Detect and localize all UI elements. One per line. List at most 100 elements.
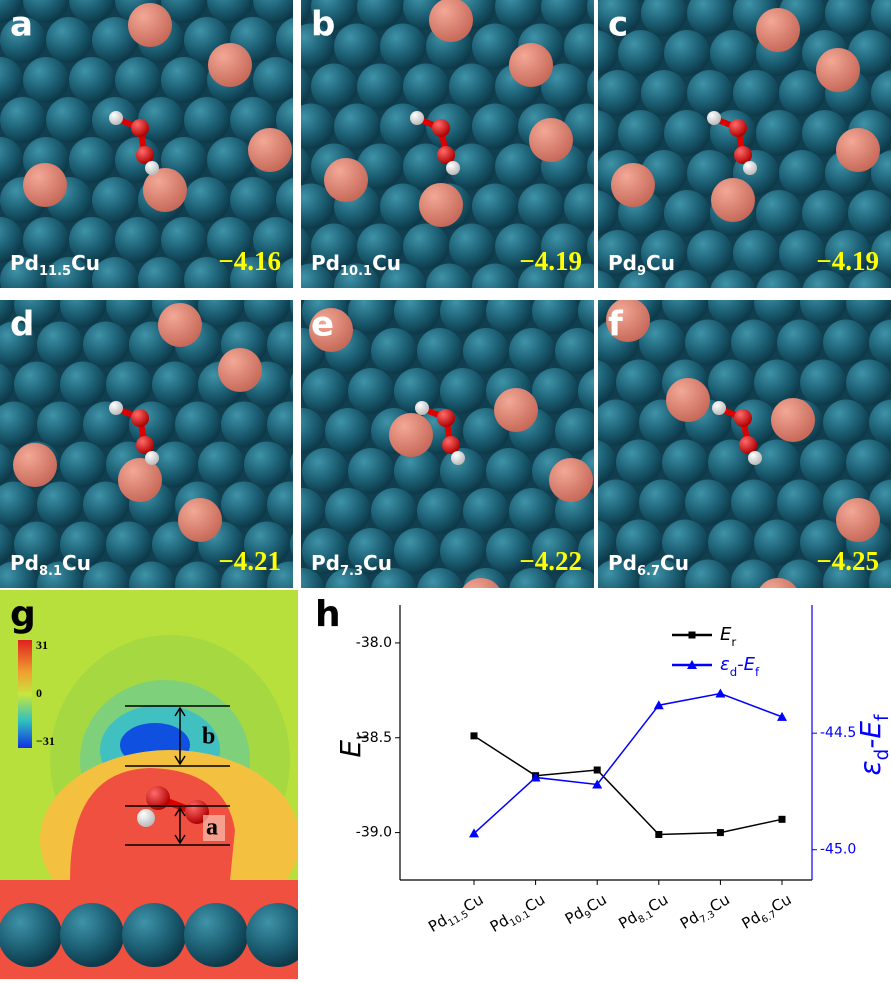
pd-atom <box>417 568 463 614</box>
pd-atom <box>685 320 731 366</box>
colorbar <box>18 640 32 748</box>
h-atom <box>145 161 159 175</box>
h-atom <box>707 111 721 125</box>
pd-atom <box>639 480 685 526</box>
pd-atom <box>221 482 267 528</box>
text-part: 7.3 <box>340 564 363 579</box>
text-part: f <box>872 714 891 721</box>
y2-tick-label: -45.0 <box>820 842 856 858</box>
cu-atom <box>509 43 553 87</box>
o-atom <box>131 409 149 427</box>
pd-atom <box>37 482 83 528</box>
panel-letter: g <box>10 594 36 635</box>
pd-atom <box>777 480 823 526</box>
pd-atom <box>708 360 754 406</box>
pd-atom <box>802 190 848 236</box>
cu-atom <box>836 498 880 542</box>
h-atom <box>145 451 159 465</box>
h-atom <box>743 161 757 175</box>
text-part: Cu <box>660 551 689 575</box>
x-tick-label: Pd10.1Cu <box>487 890 550 938</box>
pd-atom <box>463 568 509 614</box>
x-tick-label: Pd8.1Cu <box>615 890 672 935</box>
panel-letter: c <box>608 5 628 45</box>
pd-atom <box>230 177 276 223</box>
pd-atom <box>641 70 687 116</box>
cu-atom <box>118 458 162 502</box>
pd-atom <box>403 224 449 270</box>
panel-letter: d <box>10 305 34 345</box>
pd-atom <box>800 360 846 406</box>
text-part: E <box>720 624 732 645</box>
x-tick-label: Pd11.5Cu <box>425 890 488 938</box>
y-tick-label: -38.0 <box>356 635 392 651</box>
text-part: 11.5 <box>39 264 71 279</box>
cu-atom <box>756 578 800 622</box>
energy: −4.19 <box>816 246 879 276</box>
h-atom <box>109 111 123 125</box>
text-part: Pd <box>10 251 39 275</box>
pd-atom <box>122 903 186 967</box>
cu-atom <box>816 48 860 92</box>
y2-axis-label: εd-Ef <box>854 714 891 775</box>
pd-atom <box>246 903 310 967</box>
pd-atom <box>184 177 230 223</box>
series-line <box>474 736 782 835</box>
cu-atom <box>13 443 57 487</box>
pd-atom <box>244 282 290 328</box>
pd-atom <box>616 360 662 406</box>
pd-atom <box>394 528 440 574</box>
pd-atom <box>731 480 777 526</box>
text-part: Pd <box>615 908 640 933</box>
text-part: E <box>334 740 367 758</box>
cu-atom <box>529 118 573 162</box>
panel-g <box>0 590 372 979</box>
cu-atom <box>549 458 593 502</box>
legend-label: εd-Ef <box>720 654 760 679</box>
cu-atom <box>711 178 755 222</box>
text-part: f <box>755 665 760 679</box>
pd-atom <box>244 442 290 488</box>
x-tick-label: Pd7.3Cu <box>677 890 734 935</box>
text-part: ε <box>854 760 887 775</box>
h-atom <box>446 161 460 175</box>
pd-atom <box>371 328 417 374</box>
y-axis-label: Er <box>334 732 373 758</box>
pd-atom <box>616 440 662 486</box>
pd-atom <box>846 440 891 486</box>
o-atom <box>734 409 752 427</box>
pd-atom <box>417 488 463 534</box>
pd-atom <box>779 150 825 196</box>
cu-atom <box>836 128 880 172</box>
pd-atom <box>325 408 371 454</box>
pd-atom <box>555 408 601 454</box>
pd-atom <box>138 257 184 303</box>
pd-atom <box>449 224 495 270</box>
text-part: Pd <box>562 903 587 928</box>
pd-atom <box>463 328 509 374</box>
pd-atom <box>754 440 800 486</box>
x-tick-label: Pd9Cu <box>562 890 611 931</box>
energy: −4.21 <box>218 546 281 576</box>
o-atom <box>729 119 747 137</box>
pd-atom <box>308 903 372 967</box>
pd-atom <box>348 368 394 414</box>
pd-atom <box>302 448 348 494</box>
pd-atom <box>175 402 221 448</box>
pd-atom <box>440 288 486 334</box>
cu-atom <box>419 183 463 227</box>
text-part: Pd <box>311 551 340 575</box>
pd-atom <box>380 24 426 70</box>
pd-atom <box>161 217 207 263</box>
pd-atom <box>472 184 518 230</box>
cu-atom <box>158 303 202 347</box>
pd-atom <box>380 104 426 150</box>
pd-atom <box>664 110 710 156</box>
cu-atom <box>23 163 67 207</box>
text-part: Pd <box>608 251 637 275</box>
h-atom <box>137 809 155 827</box>
pd-atom <box>532 368 578 414</box>
pd-atom <box>371 568 417 614</box>
h-atom <box>410 111 424 125</box>
pd-atom <box>14 362 60 408</box>
